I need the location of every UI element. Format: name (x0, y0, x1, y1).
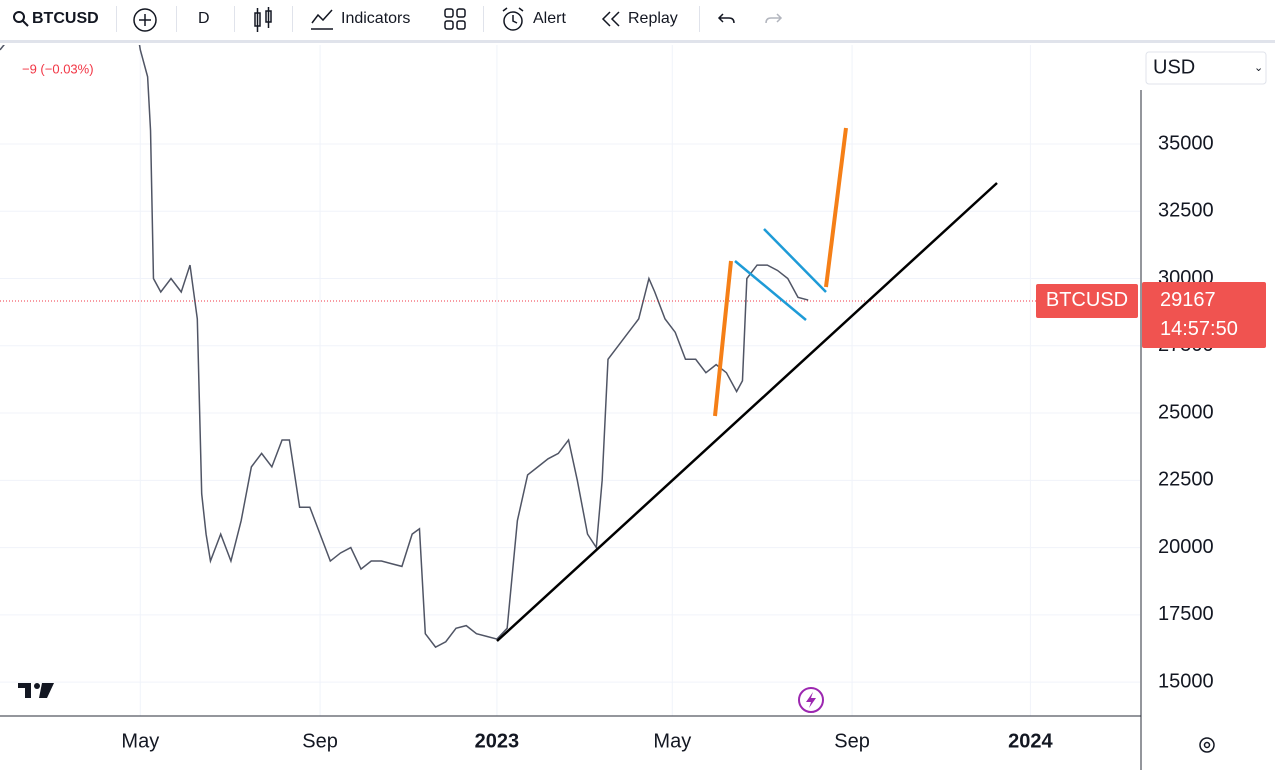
y-tick-label: 35000 (1158, 132, 1214, 154)
drawings (496, 127, 998, 642)
flag-pole (713, 260, 733, 417)
plot-area (0, 45, 1140, 649)
price-line (0, 45, 809, 649)
news-icon[interactable] (798, 687, 824, 713)
price-label-box (1142, 281, 1266, 348)
channel-line (763, 228, 827, 293)
dropdown-arrow: ⌄ (1254, 62, 1263, 74)
interval[interactable]: D (198, 10, 210, 27)
price-overlay: BTCUSD 29167 14:57:50 (1036, 281, 1266, 348)
separator (116, 6, 117, 32)
grid (0, 45, 1140, 716)
x-tick-label: May (121, 730, 159, 752)
separator (234, 6, 235, 32)
y-tick-label: 22500 (1158, 469, 1214, 491)
replay[interactable]: Replay (628, 10, 678, 27)
x-tick-label: 2024 (1008, 730, 1053, 752)
x-tick-label: 2023 (475, 730, 520, 752)
symbol-label: BTCUSD (1046, 289, 1128, 311)
y-tick-label: 17500 (1158, 603, 1214, 625)
indicators-icon[interactable] (309, 7, 335, 31)
separator (483, 6, 484, 32)
symbol-label-box (1036, 283, 1138, 318)
indicators[interactable]: Indicators (341, 10, 411, 27)
chart: −9 (−0.03%) USD ⌄ 15000 17500 20000 22500 25… (0, 45, 1267, 770)
alert-icon[interactable] (500, 6, 528, 34)
y-tick-label: 20000 (1158, 536, 1214, 558)
undo-icon[interactable] (717, 10, 737, 28)
tradingview-logo[interactable] (18, 683, 54, 698)
settings-icon[interactable] (1199, 737, 1215, 753)
trend-line (496, 182, 998, 642)
x-tick-label: May (653, 730, 691, 752)
chart-type-icon[interactable] (252, 6, 274, 34)
last-price: 29167 (1160, 289, 1216, 311)
add-symbol-icon[interactable] (132, 7, 158, 33)
toolbar: BTCUSD D Indicators Alert Replay (0, 0, 1275, 43)
countdown: 14:57:50 (1160, 318, 1238, 340)
currency-select[interactable] (1145, 51, 1267, 85)
x-tick-label: Sep (834, 730, 870, 752)
y-tick-label: 32500 (1158, 200, 1214, 222)
projection-line (824, 127, 848, 288)
redo-icon[interactable] (763, 10, 783, 28)
change-label: −9 (−0.03%) (22, 61, 94, 76)
separator (699, 6, 700, 32)
symbol[interactable]: BTCUSD (32, 10, 99, 27)
search-icon[interactable] (12, 10, 30, 28)
x-tick-label: Sep (302, 730, 338, 752)
y-tick-label: 15000 (1158, 670, 1214, 692)
replay-icon[interactable] (600, 10, 622, 28)
axes: 1500017500200002250025000275003000032500… (121, 132, 1213, 752)
currency[interactable]: USD (1153, 56, 1195, 78)
alert[interactable]: Alert (533, 10, 566, 27)
channel-line (734, 260, 807, 321)
separator (176, 6, 177, 32)
layout-icon[interactable] (444, 8, 466, 30)
y-tick-label: 25000 (1158, 401, 1214, 423)
separator (292, 6, 293, 32)
